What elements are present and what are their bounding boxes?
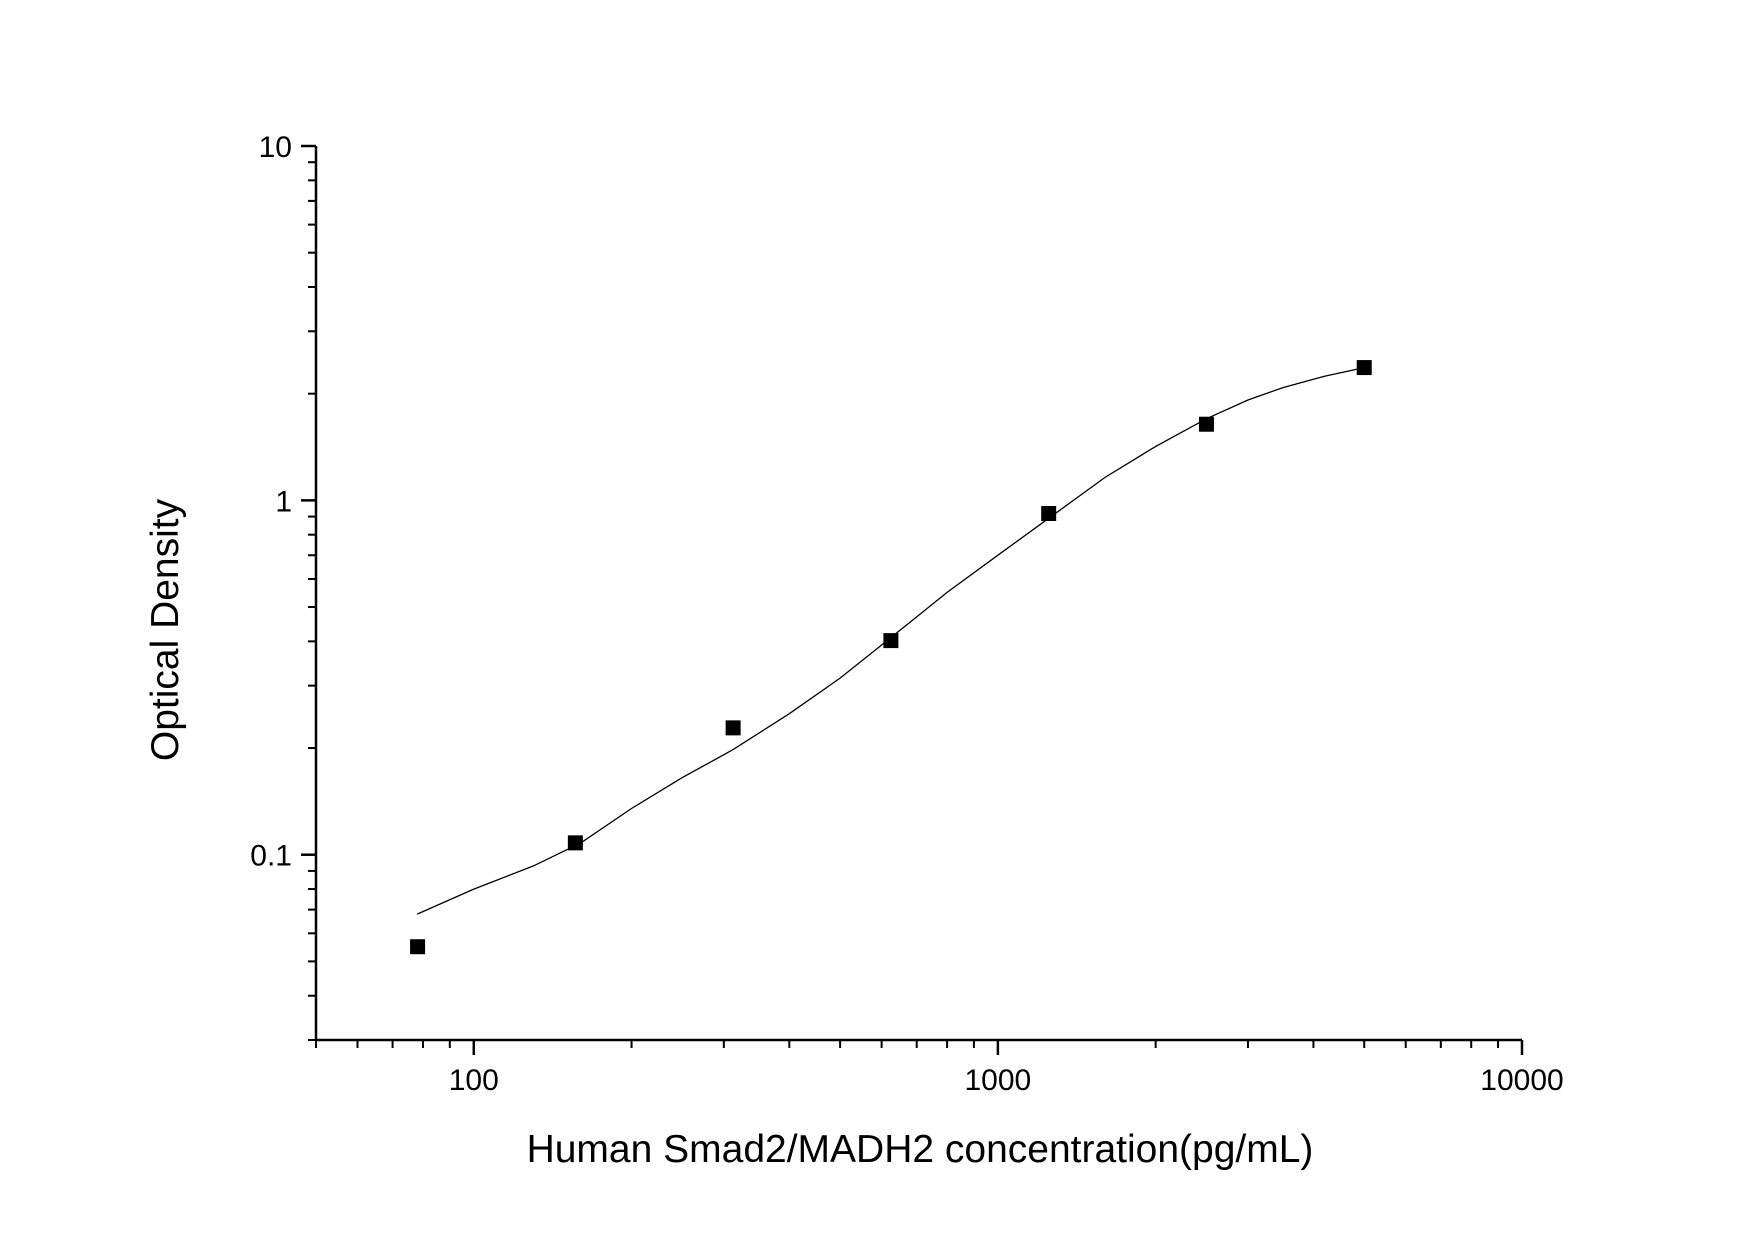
y-axis-title: Optical Density	[144, 498, 187, 761]
y-tick-label: 10	[259, 131, 292, 164]
data-point	[410, 939, 426, 955]
fit-curve	[416, 366, 1365, 915]
y-tick-label: 1	[275, 485, 292, 518]
x-axis-title: Human Smad2/MADH2 concentration(pg/mL)	[527, 1128, 1314, 1171]
y-tick-label: 0.1	[250, 840, 292, 873]
data-point	[1356, 360, 1372, 376]
data-points-layer	[410, 360, 1372, 955]
data-point	[883, 633, 899, 649]
data-point	[1198, 416, 1214, 432]
data-point	[1041, 506, 1057, 522]
data-point	[567, 835, 583, 851]
fit-curve-layer	[416, 366, 1365, 915]
x-tick-label: 10000	[1480, 1064, 1563, 1097]
x-tick-label: 100	[449, 1064, 499, 1097]
axes: 100 1000 10000 0.1 1 10	[250, 131, 1563, 1097]
data-point	[725, 720, 741, 736]
x-tick-label: 1000	[965, 1064, 1032, 1097]
